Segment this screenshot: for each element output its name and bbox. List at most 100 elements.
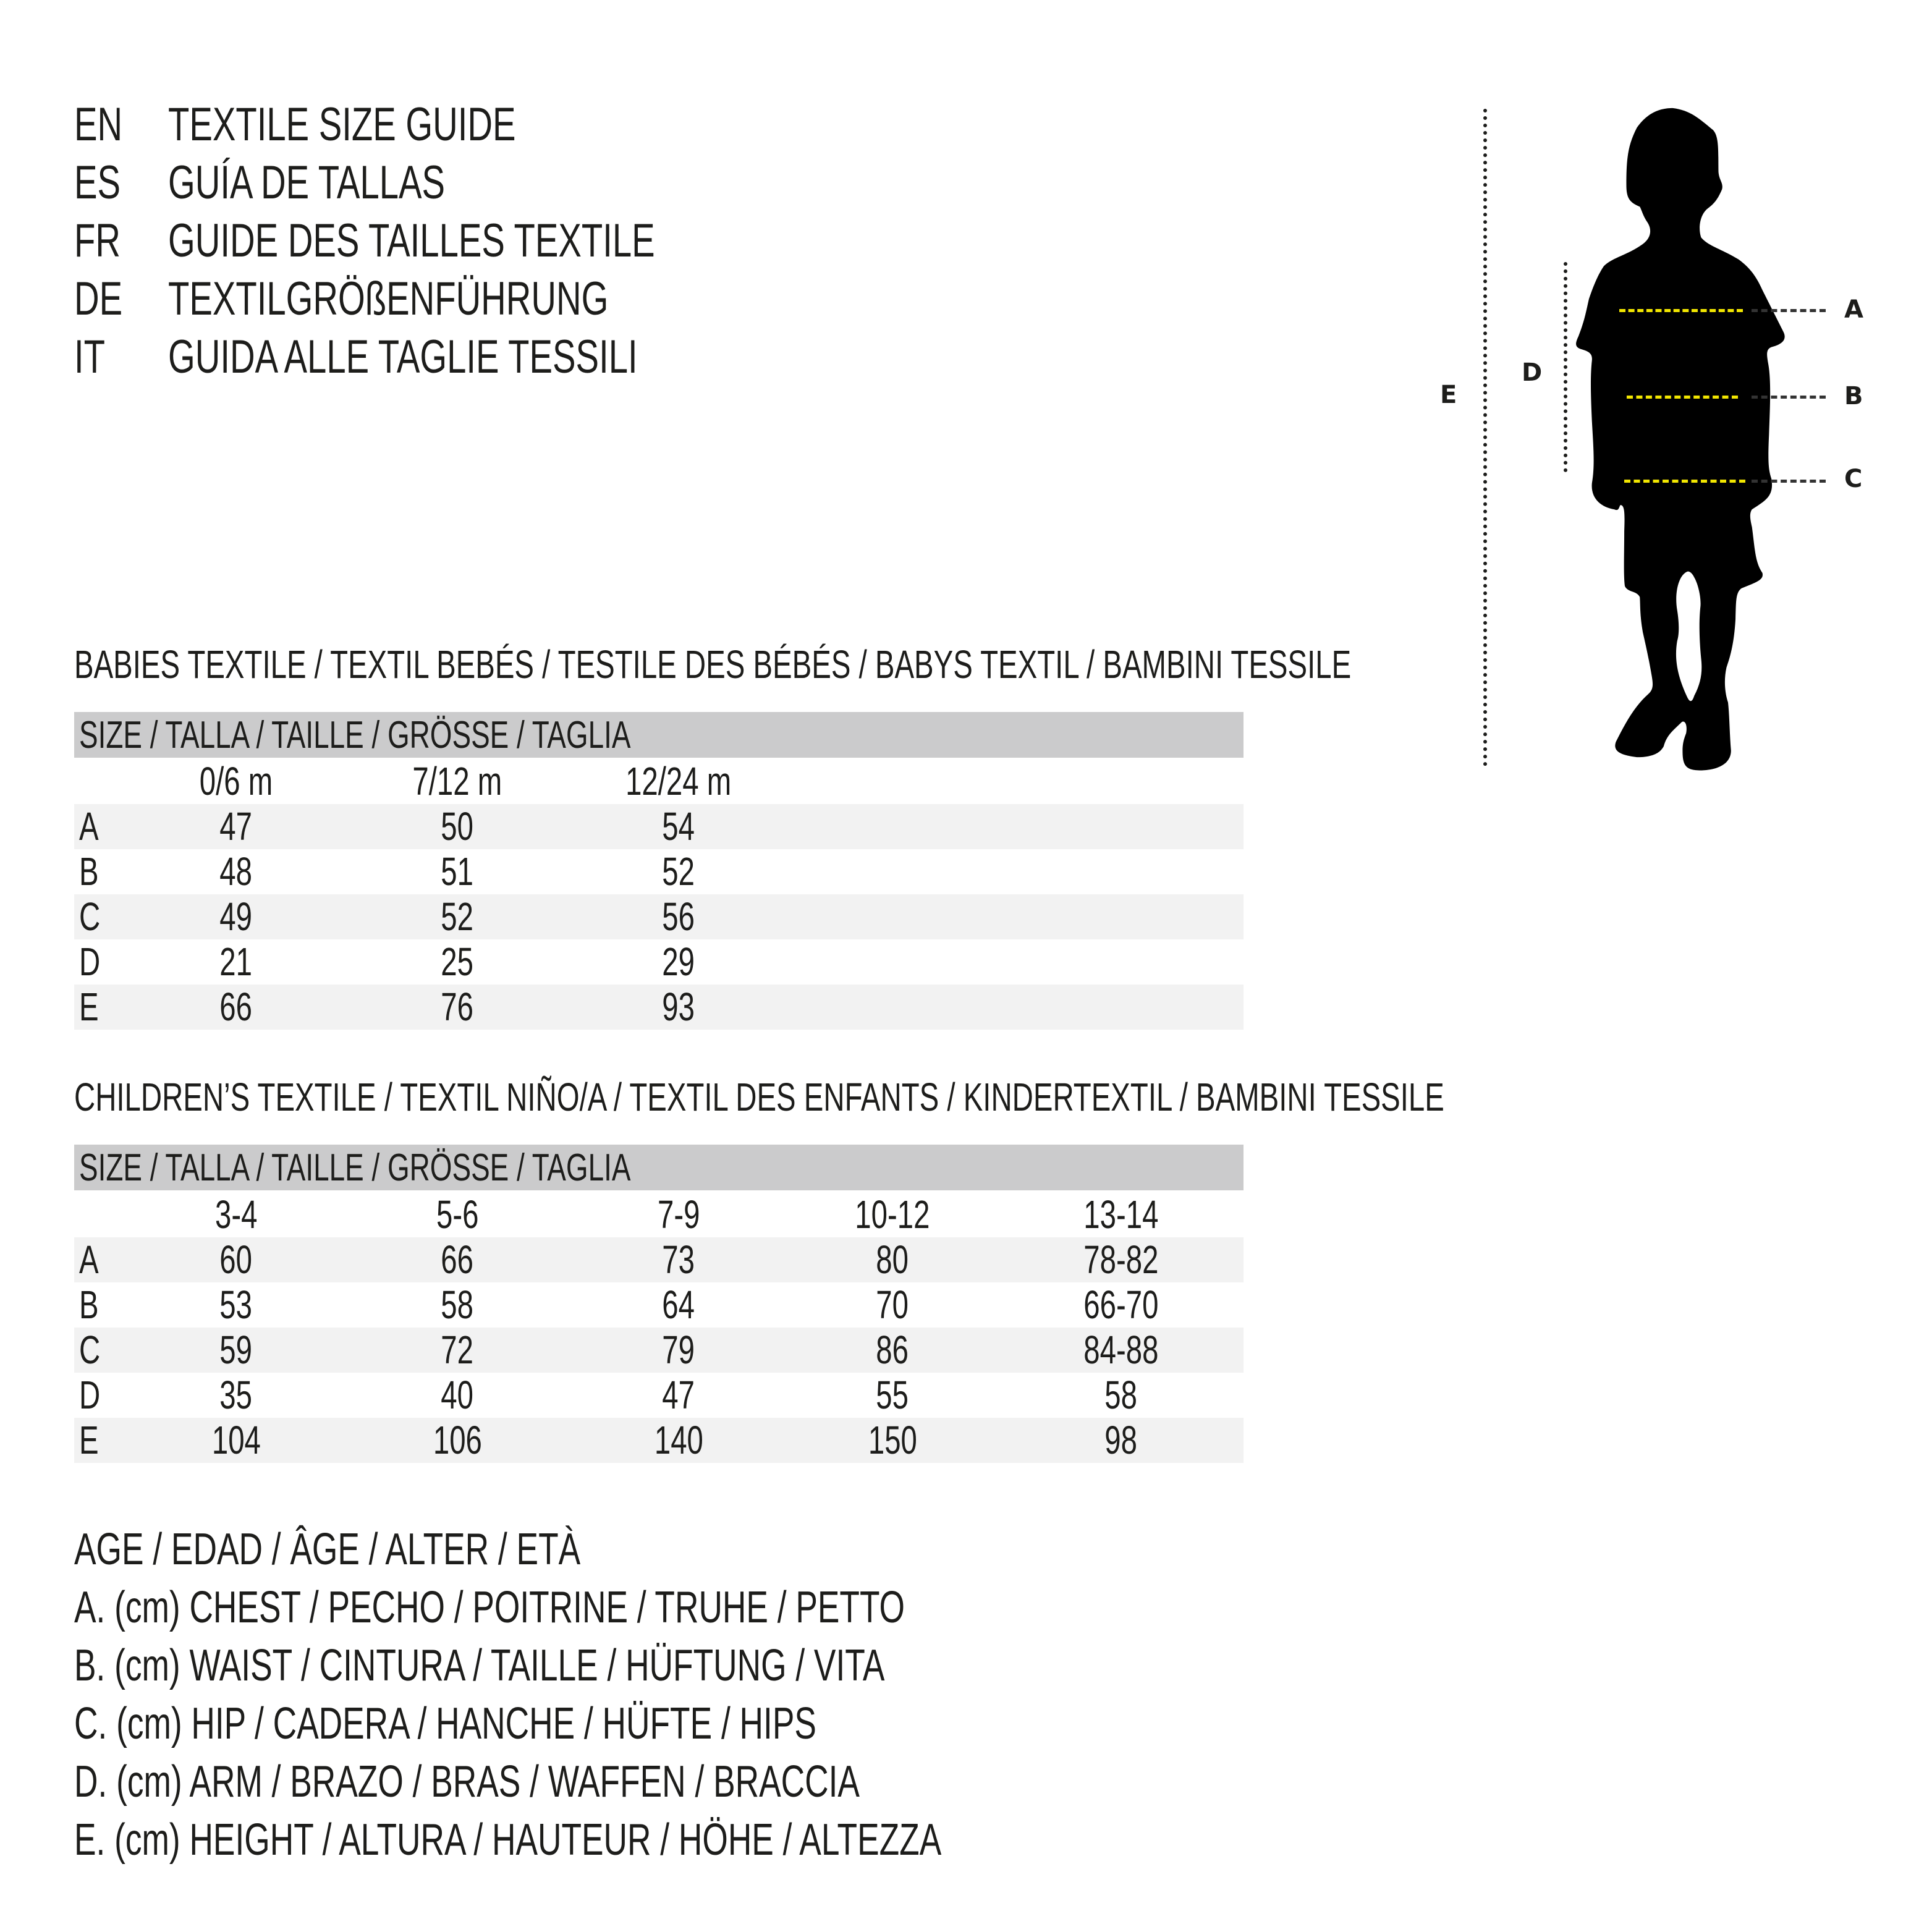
language-code: DE: [74, 273, 123, 325]
table-cell: 52: [662, 849, 695, 894]
row-label: D: [79, 939, 101, 984]
language-code: FR: [74, 214, 121, 267]
row-label: E: [79, 1418, 99, 1462]
table-cell: 55: [876, 1373, 909, 1417]
table-cell: 58: [441, 1282, 474, 1327]
table-cell: 72: [441, 1328, 474, 1372]
column-header: 0/6 m: [199, 759, 273, 803]
table-cell: 47: [219, 804, 253, 849]
table-cell: 54: [662, 804, 695, 849]
guide-title: TEXTILGRÖßENFÜHRUNG: [168, 273, 609, 325]
table-row: C 49 52 56: [74, 894, 1244, 939]
table-cell: 51: [441, 849, 474, 894]
height-dimension-line: [1483, 109, 1487, 766]
table-cell: 35: [219, 1373, 253, 1417]
language-code: EN: [74, 98, 123, 151]
size-header-bar: SIZE / TALLA / TAILLE / GRÖSSE / TAGLIA: [74, 712, 1244, 758]
label-d: D: [1522, 358, 1543, 387]
language-code: ES: [74, 156, 121, 209]
table-cell: 49: [219, 894, 253, 939]
table-cell: 50: [441, 804, 474, 849]
table-cell: 64: [662, 1282, 695, 1327]
table-row: E 104 106 140 150 98: [74, 1418, 1244, 1463]
label-b: B: [1844, 382, 1863, 410]
row-label: B: [79, 1282, 99, 1327]
hip-leader: [1752, 480, 1826, 483]
child-silhouette-icon: [1576, 108, 1785, 771]
column-header: 10-12: [855, 1192, 930, 1237]
table-cell: 66-70: [1083, 1282, 1159, 1327]
table-row: E 66 76 93: [74, 985, 1244, 1030]
legend-item: B. (cm) WAIST / CINTURA / TAILLE / HÜFTU…: [74, 1641, 885, 1690]
table-cell: 80: [876, 1237, 909, 1282]
legend-item: A. (cm) CHEST / PECHO / POITRINE / TRUHE…: [74, 1583, 905, 1632]
guide-title: GUÍA DE TALLAS: [168, 156, 446, 209]
table-cell: 66: [219, 985, 253, 1029]
language-code: IT: [74, 331, 105, 383]
arm-dimension-line: [1564, 262, 1567, 472]
legend-item: D. (cm) ARM / BRAZO / BRAS / WAFFEN / BR…: [74, 1757, 860, 1807]
table-cell: 48: [219, 849, 253, 894]
table-cell: 59: [219, 1328, 253, 1372]
chest-leader: [1752, 309, 1826, 312]
row-label: A: [79, 1237, 99, 1282]
table-cell: 84-88: [1083, 1328, 1159, 1372]
column-header-row: 3-4 5-6 7-9 10-12 13-14: [74, 1192, 1244, 1237]
table-cell: 93: [662, 985, 695, 1029]
table-cell: 21: [219, 939, 253, 984]
table-row: B 48 51 52: [74, 849, 1244, 894]
row-label: C: [79, 1328, 101, 1372]
row-label: A: [79, 804, 99, 849]
table-cell: 53: [219, 1282, 253, 1327]
table-cell: 60: [219, 1237, 253, 1282]
table-cell: 52: [441, 894, 474, 939]
row-label: D: [79, 1373, 101, 1417]
column-header: 7/12 m: [412, 759, 502, 803]
table-row: A 47 50 54: [74, 804, 1244, 849]
table-cell: 29: [662, 939, 695, 984]
chest-line: [1619, 309, 1743, 312]
table-row: A 60 66 73 80 78-82: [74, 1237, 1244, 1282]
table-cell: 98: [1104, 1418, 1138, 1462]
column-header: 12/24 m: [625, 759, 732, 803]
table-cell: 79: [662, 1328, 695, 1372]
table-cell: 73: [662, 1237, 695, 1282]
table-row: D 21 25 29: [74, 939, 1244, 985]
babies-title: BABIES TEXTILE / TEXTIL BEBÉS / TESTILE …: [74, 642, 1352, 687]
column-header: 3-4: [214, 1192, 258, 1237]
column-header-row: 0/6 m 7/12 m 12/24 m: [74, 759, 1244, 804]
table-cell: 104: [211, 1418, 261, 1462]
waist-leader: [1752, 396, 1826, 399]
table-cell: 150: [868, 1418, 917, 1462]
row-label: C: [79, 894, 101, 939]
table-cell: 70: [876, 1282, 909, 1327]
legend-item: AGE / EDAD / ÂGE / ALTER / ETÀ: [74, 1525, 581, 1574]
column-header: 5-6: [436, 1192, 479, 1237]
waist-line: [1627, 396, 1738, 399]
label-a: A: [1844, 295, 1863, 324]
table-row: C 59 72 79 86 84-88: [74, 1328, 1244, 1373]
table-cell: 66: [441, 1237, 474, 1282]
label-c: C: [1844, 465, 1863, 493]
table-cell: 56: [662, 894, 695, 939]
column-header: 7-9: [657, 1192, 700, 1237]
row-label: B: [79, 849, 99, 894]
table-row: D 35 40 47 55 58: [74, 1373, 1244, 1418]
column-header: 13-14: [1083, 1192, 1159, 1237]
table-row: B 53 58 64 70 66-70: [74, 1282, 1244, 1328]
hip-line: [1624, 480, 1745, 483]
table-cell: 106: [433, 1418, 482, 1462]
legend-item: C. (cm) HIP / CADERA / HANCHE / HÜFTE / …: [74, 1699, 816, 1748]
guide-title: TEXTILE SIZE GUIDE: [168, 98, 516, 151]
legend-item: E. (cm) HEIGHT / ALTURA / HAUTEUR / HÖHE…: [74, 1815, 942, 1865]
table-cell: 25: [441, 939, 474, 984]
children-title: CHILDREN’S TEXTILE / TEXTIL NIÑO/A / TEX…: [74, 1075, 1444, 1119]
table-cell: 76: [441, 985, 474, 1029]
row-label: E: [79, 985, 99, 1029]
label-e: E: [1440, 381, 1457, 409]
table-cell: 78-82: [1083, 1237, 1159, 1282]
table-cell: 86: [876, 1328, 909, 1372]
table-cell: 140: [654, 1418, 703, 1462]
size-header-bar: SIZE / TALLA / TAILLE / GRÖSSE / TAGLIA: [74, 1145, 1244, 1190]
table-cell: 47: [662, 1373, 695, 1417]
